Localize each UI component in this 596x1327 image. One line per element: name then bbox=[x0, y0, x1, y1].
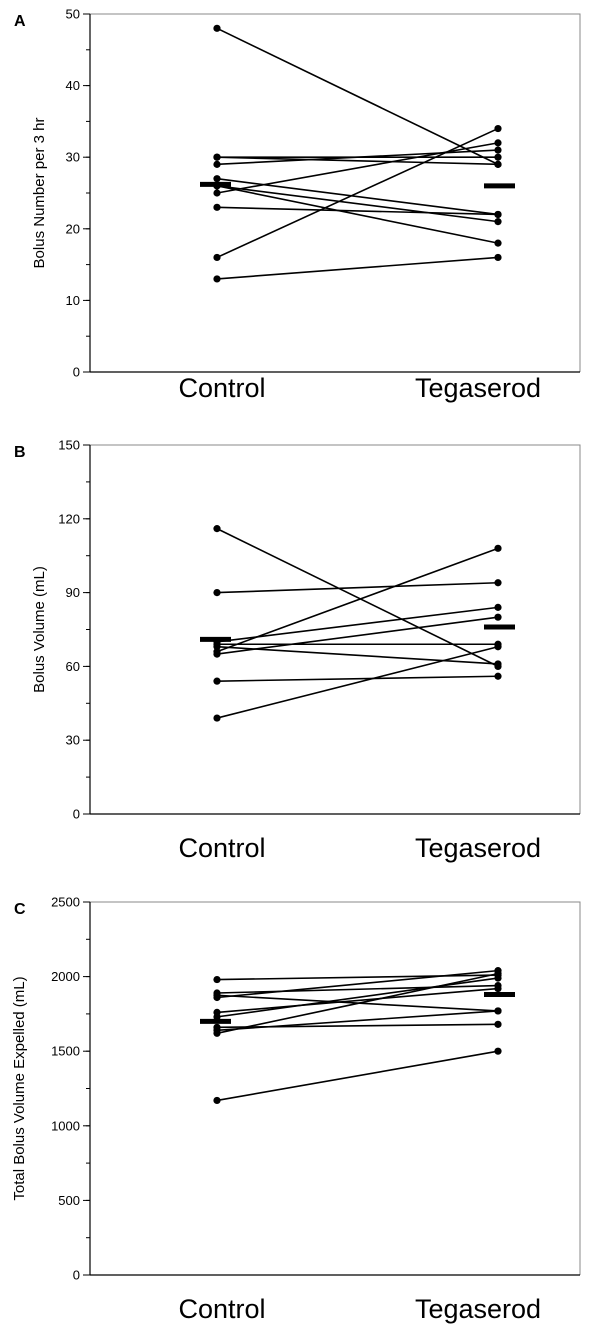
subject-line bbox=[216, 185, 499, 244]
tegaserod-point bbox=[494, 1047, 502, 1055]
tegaserod-point bbox=[494, 210, 502, 219]
control-point bbox=[213, 275, 221, 283]
tegaserod-point bbox=[494, 544, 502, 552]
tegaserod-point bbox=[494, 984, 502, 993]
control-point bbox=[213, 189, 221, 197]
y-tick-label: 1000 bbox=[51, 1118, 80, 1133]
panel-letter: B bbox=[14, 444, 26, 461]
tegaserod-point bbox=[494, 239, 502, 247]
y-tick-label: 150 bbox=[58, 438, 80, 453]
plot-frame bbox=[90, 444, 581, 814]
y-tick-label: 50 bbox=[66, 7, 80, 22]
control-point bbox=[213, 1029, 221, 1037]
y-tick-label: 30 bbox=[66, 150, 80, 165]
subject-line bbox=[216, 156, 499, 166]
y-tick-label: 120 bbox=[58, 511, 80, 526]
panel-letter: A bbox=[14, 13, 26, 30]
subject-line bbox=[216, 142, 499, 194]
subject-line bbox=[216, 606, 499, 643]
y-tick-label: 90 bbox=[66, 585, 80, 600]
tegaserod-point bbox=[494, 970, 502, 978]
control-point bbox=[213, 1096, 221, 1105]
subject-line bbox=[216, 616, 499, 655]
x-category-label-tegaserod: Tegaserod bbox=[415, 1294, 541, 1324]
subject-line bbox=[216, 206, 499, 216]
tegaserod-point bbox=[494, 253, 502, 262]
x-category-label-control: Control bbox=[178, 833, 265, 863]
tegaserod-point bbox=[494, 1020, 502, 1028]
tegaserod-point bbox=[494, 218, 502, 226]
tegaserod-point bbox=[494, 613, 502, 621]
tegaserod-point bbox=[494, 672, 502, 680]
control-point bbox=[213, 253, 221, 262]
tegaserod-point bbox=[494, 1007, 502, 1015]
y-tick-label: 0 bbox=[73, 807, 80, 822]
y-tick-label: 30 bbox=[66, 733, 80, 748]
y-tick-label: 2000 bbox=[51, 969, 80, 984]
subject-line bbox=[216, 969, 499, 999]
control-point bbox=[213, 677, 221, 685]
y-tick-label: 10 bbox=[66, 293, 80, 308]
subject-line bbox=[216, 149, 499, 166]
tegaserod-point bbox=[494, 643, 502, 651]
control-point bbox=[213, 975, 221, 984]
subject-line bbox=[216, 127, 499, 259]
subject-line bbox=[216, 1050, 499, 1102]
y-tick-label: 500 bbox=[58, 1193, 80, 1208]
x-category-label-control: Control bbox=[178, 1294, 265, 1324]
tegaserod-point bbox=[494, 139, 502, 147]
y-tick-label: 0 bbox=[73, 365, 80, 380]
subject-line bbox=[216, 972, 499, 1035]
y-tick-label: 60 bbox=[66, 659, 80, 674]
plot-frame bbox=[90, 13, 581, 372]
control-point bbox=[213, 650, 221, 658]
panel-letter: C bbox=[14, 901, 26, 918]
y-axis-label: Bolus Number per 3 hr bbox=[31, 118, 48, 269]
tegaserod-point bbox=[494, 579, 502, 587]
subject-line bbox=[216, 527, 499, 668]
y-tick-label: 2500 bbox=[51, 895, 80, 910]
y-axis-label: Bolus Volume (mL) bbox=[31, 566, 48, 693]
y-tick-label: 40 bbox=[66, 78, 80, 93]
subject-line bbox=[216, 675, 499, 682]
subject-line bbox=[216, 977, 499, 1018]
subject-line bbox=[216, 984, 499, 994]
control-point bbox=[213, 175, 221, 183]
plot-frame bbox=[90, 901, 581, 1275]
tegaserod-point bbox=[494, 160, 502, 168]
x-category-label-tegaserod: Tegaserod bbox=[415, 373, 541, 403]
tegaserod-point bbox=[494, 146, 502, 154]
subject-line bbox=[216, 974, 499, 981]
subject-line bbox=[216, 1010, 499, 1032]
subject-line bbox=[216, 547, 499, 653]
control-point bbox=[213, 525, 221, 533]
tegaserod-point bbox=[494, 603, 502, 611]
subject-line bbox=[216, 27, 499, 166]
tegaserod-point bbox=[494, 660, 502, 668]
y-tick-label: 0 bbox=[73, 1268, 80, 1283]
y-tick-label: 1500 bbox=[51, 1044, 80, 1059]
control-point bbox=[213, 993, 221, 1002]
x-category-label-control: Control bbox=[178, 373, 265, 403]
control-point bbox=[213, 714, 221, 722]
control-point bbox=[213, 153, 221, 161]
control-point bbox=[213, 640, 221, 648]
subject-line bbox=[216, 185, 499, 223]
tegaserod-point bbox=[494, 153, 502, 161]
subject-line bbox=[216, 645, 499, 665]
control-point bbox=[213, 1013, 221, 1021]
subject-line bbox=[216, 645, 499, 719]
control-point bbox=[213, 203, 221, 211]
y-tick-label: 20 bbox=[66, 221, 80, 236]
tegaserod-point bbox=[494, 124, 502, 133]
subject-line bbox=[216, 256, 499, 280]
control-point bbox=[213, 160, 221, 168]
subject-line bbox=[216, 987, 499, 1014]
x-category-label-tegaserod: Tegaserod bbox=[415, 833, 541, 863]
y-axis-label: Total Bolus Volume Expelled (mL) bbox=[11, 976, 28, 1200]
subject-line bbox=[216, 581, 499, 594]
control-point bbox=[213, 24, 221, 32]
control-point bbox=[213, 589, 221, 597]
